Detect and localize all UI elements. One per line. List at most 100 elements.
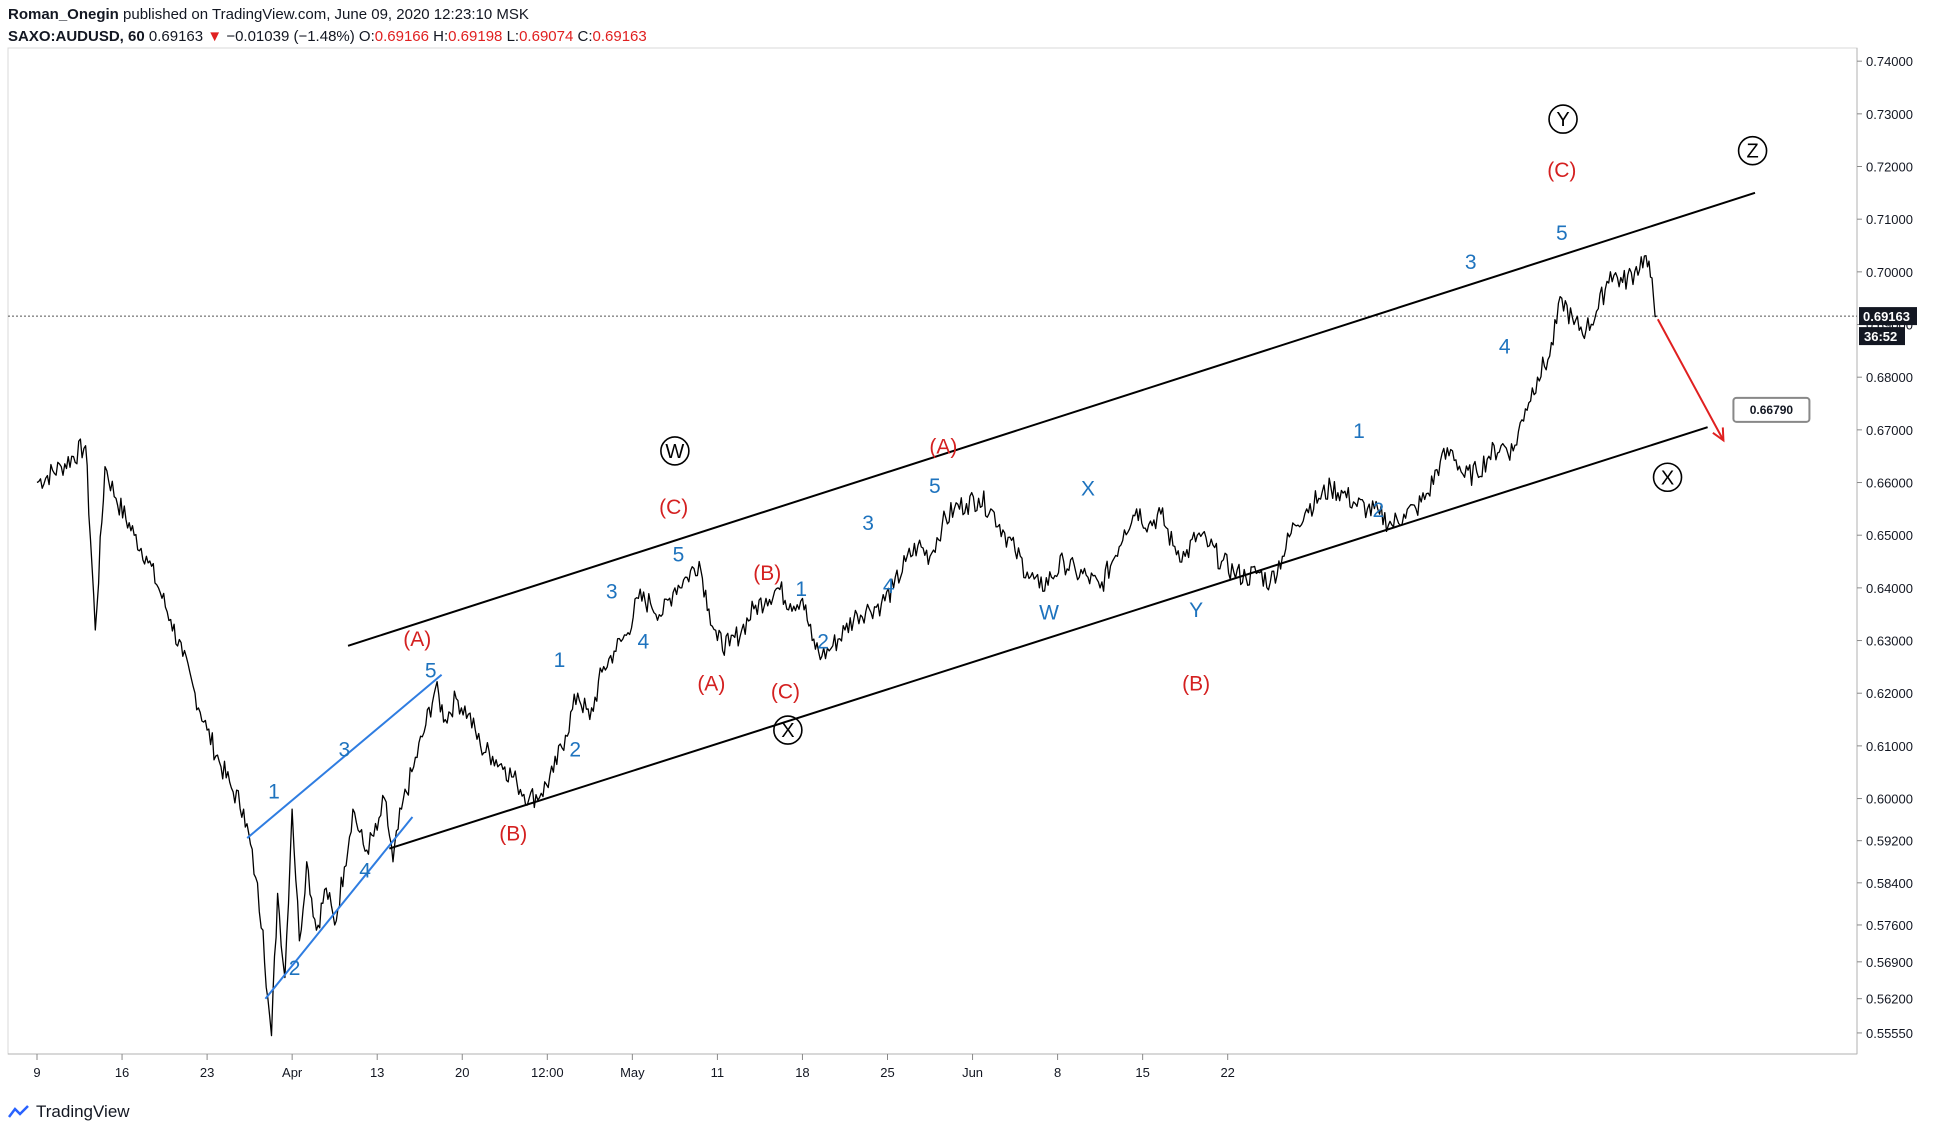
x-tick-label-16: 16 (115, 1065, 129, 1080)
last-price-tag-bg (1859, 307, 1917, 326)
x-tick-label-11: 11 (711, 1065, 725, 1080)
target-price-text: 0.66790 (1750, 403, 1794, 417)
last-price-tag: 0.69163 36:52 (1859, 307, 1917, 346)
wave-label-blue-5: 5 (673, 544, 685, 567)
wave-label-blue-2: 2 (817, 630, 829, 653)
circle-icon (773, 715, 803, 745)
circled-wave-labels: W X Y Z X (660, 104, 1768, 745)
countdown-bg (1859, 327, 1905, 346)
wave-labels: 1 2 3 4 5 (A) (B) 1 2 3 4 5 (C) (A) (B) 1 2 (C) 3 4 5 (A) W X Y (… (268, 159, 1576, 980)
circle-icon (1737, 135, 1768, 166)
wedge-upper-line[interactable] (246, 674, 443, 839)
publish-line: Roman_Onegin published on TradingView.co… (8, 6, 529, 23)
price-series (36, 255, 1657, 1037)
y-tick-label-7: 0.67000 (1866, 423, 1913, 438)
x-tick-label-9: 9 (33, 1065, 40, 1080)
open-value: 0.69166 (374, 28, 429, 45)
publish-info: published on TradingView.com, June 09, 2… (123, 6, 529, 23)
target-price-box (1732, 396, 1811, 423)
circle-icon (1548, 104, 1578, 134)
x-tick-label-13: 13 (370, 1065, 384, 1080)
wave-label-blue-2: 2 (569, 738, 581, 761)
wave-label-blue-3: 3 (339, 738, 351, 761)
circled-letter: X (1661, 467, 1674, 489)
price-change: −0.01039 (−1.48%) (226, 28, 355, 45)
circle-icon (660, 436, 690, 466)
circled-label-z: Z (1737, 135, 1768, 166)
countdown-text: 36:52 (1864, 329, 1897, 344)
symbol-line: SAXO:AUDUSD, 60 0.69163 ▼ −0.01039 (−1.4… (8, 28, 647, 45)
wedge-lower-line[interactable] (264, 816, 414, 1000)
x-tick-label-15: 15 (1135, 1065, 1149, 1080)
circled-label-y: Y (1548, 104, 1578, 134)
y-tick-label-19: 0.56200 (1866, 992, 1913, 1007)
wave-label-blue-1: 1 (554, 649, 566, 672)
x-tick-label-20: 20 (455, 1065, 469, 1080)
wave-label-red-a: (A) (403, 628, 431, 651)
x-tick-label-23: 23 (200, 1065, 214, 1080)
y-tick-label-14: 0.60000 (1866, 792, 1913, 807)
wave-label-red-c: (C) (659, 496, 688, 519)
wave-label-blue-1: 1 (795, 578, 807, 601)
wave-label-red-c: (C) (1547, 159, 1576, 182)
author-name[interactable]: Roman_Onegin (8, 6, 119, 23)
wave-label-blue-3: 3 (606, 580, 618, 603)
wave-label-red-c: (C) (771, 680, 800, 703)
x-tick-label-12-00: 12:00 (531, 1065, 564, 1080)
y-tick-label-1: 0.73000 (1866, 107, 1913, 122)
y-tick-label-15: 0.59200 (1866, 834, 1913, 849)
target-arrowhead-icon (1712, 427, 1725, 443)
circled-letter: X (781, 720, 794, 742)
y-tick-label-10: 0.64000 (1866, 581, 1913, 596)
wave-label-blue-3: 3 (862, 512, 874, 535)
wave-label-blue-4: 4 (883, 575, 895, 598)
x-tick-label-jun: Jun (962, 1065, 983, 1080)
down-arrow-icon: ▼ (207, 28, 223, 45)
y-tick-label-13: 0.61000 (1866, 739, 1913, 754)
tradingview-brand[interactable]: TradingView (8, 1102, 130, 1122)
circle-icon (1652, 462, 1683, 493)
y-tick-label-18: 0.56900 (1866, 955, 1913, 970)
y-tick-label-8: 0.66000 (1866, 476, 1913, 491)
symbol-name[interactable]: SAXO:AUDUSD, 60 (8, 28, 145, 45)
channel-upper-line[interactable] (347, 191, 1756, 647)
time-axis[interactable]: 9 16 23 Apr 13 20 12:00 May 11 18 25 Jun 8 15 22 (8, 1053, 1857, 1080)
wave-label-blue-5: 5 (1556, 222, 1568, 245)
price-axis[interactable]: 0.740000.730000.720000.710000.700000.690… (1857, 54, 1913, 1041)
wave-label-red-a: (A) (929, 436, 957, 459)
target-arrow[interactable] (1656, 318, 1725, 441)
wave-label-red-b: (B) (1182, 673, 1210, 696)
wave-label-blue-4: 4 (637, 630, 649, 653)
y-tick-label-2: 0.72000 (1866, 160, 1913, 175)
x-tick-label-may: May (620, 1065, 645, 1080)
y-tick-label-11: 0.63000 (1866, 634, 1913, 649)
wave-label-red-b: (B) (499, 823, 527, 846)
wave-label-blue-w: W (1039, 601, 1059, 624)
wave-label-blue-4: 4 (1499, 335, 1511, 358)
y-tick-label-3: 0.71000 (1866, 212, 1913, 227)
circled-letter: Z (1746, 141, 1758, 163)
x-tick-label-18: 18 (795, 1065, 809, 1080)
x-tick-label-apr: Apr (282, 1065, 303, 1080)
y-tick-label-6: 0.68000 (1866, 370, 1913, 385)
circled-label-x: X (1652, 462, 1683, 493)
wave-label-blue-3: 3 (1465, 251, 1477, 274)
wave-label-red-a: (A) (697, 673, 725, 696)
target-price-callout[interactable]: 0.66790 (1732, 396, 1811, 423)
y-tick-label-0: 0.74000 (1866, 54, 1913, 69)
circled-letter: Y (1556, 109, 1569, 131)
channel-lower-line[interactable] (389, 426, 1708, 850)
brand-text: TradingView (36, 1102, 130, 1121)
y-tick-label-9: 0.65000 (1866, 528, 1913, 543)
wave-label-blue-5: 5 (929, 475, 941, 498)
wave-label-blue-1: 1 (268, 781, 280, 804)
circled-letter: W (665, 441, 684, 463)
wave-label-blue-2: 2 (289, 957, 301, 980)
tradingview-logo-icon (8, 1105, 29, 1118)
x-tick-label-8: 8 (1054, 1065, 1061, 1080)
last-price-tag-text: 0.69163 (1863, 309, 1910, 324)
circled-label-x: X (773, 715, 803, 745)
wave-label-blue-1: 1 (1353, 420, 1365, 443)
y-tick-label-4: 0.70000 (1866, 265, 1913, 280)
